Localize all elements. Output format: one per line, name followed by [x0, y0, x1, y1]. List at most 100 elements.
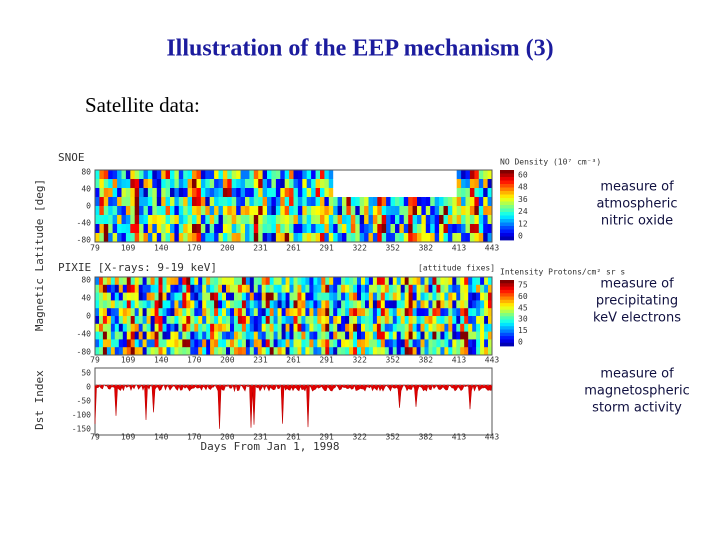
- heatmap-cell: [275, 224, 281, 234]
- heatmap-cell: [432, 331, 437, 340]
- heatmap-cell: [285, 300, 290, 309]
- colorbar-tick: 60: [518, 292, 528, 301]
- heatmap-cell: [461, 197, 466, 207]
- heatmap-cell: [395, 170, 400, 180]
- heatmap-cell: [337, 347, 342, 356]
- heatmap-cell: [443, 224, 449, 234]
- colorbar-tick: 24: [518, 207, 528, 216]
- heatmap-cell: [289, 292, 294, 301]
- heatmap-cell: [253, 331, 259, 340]
- heatmap-cell: [301, 284, 306, 293]
- heatmap-cell: [464, 292, 469, 301]
- heatmap-cell: [328, 179, 334, 189]
- heatmap-cell: [253, 215, 259, 225]
- heatmap-cell: [380, 339, 386, 348]
- heatmap-cell: [245, 300, 251, 309]
- heatmap-cell: [315, 197, 321, 207]
- heatmap-cell: [357, 331, 362, 340]
- heatmap-cell: [102, 292, 108, 301]
- heatmap-cell: [190, 339, 195, 348]
- heatmap-cell: [456, 179, 462, 189]
- heatmap-cell: [293, 179, 299, 189]
- heatmap-cell: [265, 323, 271, 332]
- heatmap-cell: [297, 197, 303, 207]
- heatmap-cell: [126, 323, 132, 332]
- annotation: keV electrons: [593, 311, 681, 326]
- heatmap-cell: [130, 233, 136, 243]
- heatmap-cell: [289, 170, 294, 180]
- heatmap-cell: [384, 331, 390, 340]
- heatmap-cell: [112, 206, 118, 216]
- heatmap-cell: [368, 188, 374, 198]
- heatmap-cell: [146, 339, 151, 348]
- heatmap-cell: [412, 292, 417, 301]
- heatmap-cell: [361, 284, 366, 293]
- annotation: nitric oxide: [601, 214, 673, 229]
- heatmap-cell: [346, 197, 352, 207]
- heatmap-cell: [202, 284, 207, 293]
- heatmap-cell: [218, 316, 223, 325]
- heatmap-cell: [302, 197, 308, 207]
- x-tick-label: 200: [220, 356, 235, 365]
- heatmap-cell: [161, 179, 166, 189]
- heatmap-cell: [194, 277, 199, 286]
- heatmap-cell: [214, 233, 219, 243]
- heatmap-cell: [404, 347, 410, 356]
- heatmap-cell: [480, 323, 485, 332]
- heatmap-cell: [139, 233, 144, 243]
- heatmap-cell: [198, 284, 203, 293]
- heatmap-cell: [346, 188, 352, 198]
- heatmap-cell: [249, 331, 255, 340]
- heatmap-cell: [417, 170, 422, 180]
- heatmap-cell: [361, 300, 366, 309]
- heatmap-cell: [126, 339, 132, 348]
- annotation: measure of: [600, 367, 674, 382]
- heatmap-cell: [126, 300, 132, 309]
- heatmap-cell: [408, 224, 413, 234]
- heatmap-cell: [365, 308, 370, 317]
- heatmap-cell: [392, 339, 398, 348]
- heatmap-cell: [408, 277, 413, 286]
- heatmap-cell: [118, 331, 124, 340]
- heatmap-cell: [154, 284, 159, 293]
- heatmap-cell: [210, 331, 215, 340]
- heatmap-cell: [237, 316, 243, 325]
- heatmap-cell: [452, 197, 458, 207]
- heatmap-cell: [170, 284, 175, 293]
- heatmap-cell: [468, 316, 473, 325]
- heatmap-cell: [412, 215, 418, 225]
- heatmap-cell: [126, 277, 132, 286]
- heatmap-cell: [408, 323, 413, 332]
- heatmap-cell: [245, 170, 250, 180]
- heatmap-cell: [222, 224, 228, 234]
- colorbar-cell: [500, 332, 514, 337]
- heatmap-cell: [95, 331, 100, 340]
- heatmap-cell: [483, 188, 488, 198]
- heatmap-cell: [465, 224, 471, 234]
- heatmap-cell: [200, 215, 206, 225]
- heatmap-cell: [468, 347, 473, 356]
- heatmap-cell: [476, 277, 481, 286]
- heatmap-cell: [399, 215, 405, 225]
- heatmap-cell: [403, 197, 409, 207]
- heatmap-cell: [187, 170, 193, 180]
- heatmap-cell: [396, 323, 402, 332]
- heatmap-cell: [377, 188, 383, 198]
- heatmap-cell: [424, 316, 429, 325]
- heatmap-cell: [245, 308, 251, 317]
- heatmap-cell: [313, 277, 318, 286]
- x-tick-label: 79: [90, 244, 100, 253]
- heatmap-cell: [209, 215, 215, 225]
- heatmap-cell: [102, 308, 108, 317]
- heatmap-cell: [226, 331, 231, 340]
- heatmap-cell: [218, 224, 224, 234]
- heatmap-cell: [257, 308, 263, 317]
- x-tick-label: 352: [386, 356, 401, 365]
- heatmap-cell: [182, 284, 187, 293]
- heatmap-cell: [324, 188, 330, 198]
- x-tick-label: 413: [452, 433, 467, 442]
- heatmap-cell: [293, 224, 299, 234]
- heatmap-cell: [425, 197, 431, 207]
- heatmap-cell: [311, 188, 316, 198]
